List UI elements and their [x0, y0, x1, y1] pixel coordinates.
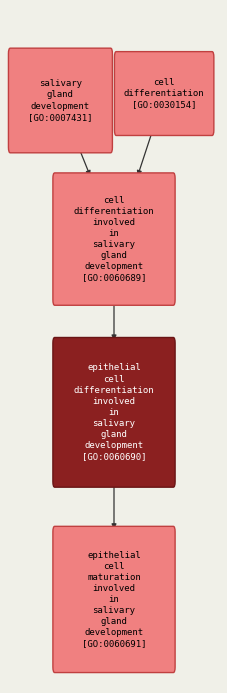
Text: salivary
gland
development
[GO:0007431]: salivary gland development [GO:0007431]	[28, 79, 92, 122]
Text: epithelial
cell
differentiation
involved
in
salivary
gland
development
[GO:00606: epithelial cell differentiation involved…	[73, 363, 154, 462]
FancyBboxPatch shape	[53, 527, 174, 672]
FancyBboxPatch shape	[53, 337, 174, 487]
FancyBboxPatch shape	[8, 49, 112, 153]
FancyBboxPatch shape	[53, 173, 174, 305]
FancyBboxPatch shape	[114, 52, 213, 136]
Text: cell
differentiation
involved
in
salivary
gland
development
[GO:0060689]: cell differentiation involved in salivar…	[73, 195, 154, 283]
Text: cell
differentiation
[GO:0030154]: cell differentiation [GO:0030154]	[123, 78, 204, 109]
Text: epithelial
cell
maturation
involved
in
salivary
gland
development
[GO:0060691]: epithelial cell maturation involved in s…	[81, 550, 146, 649]
